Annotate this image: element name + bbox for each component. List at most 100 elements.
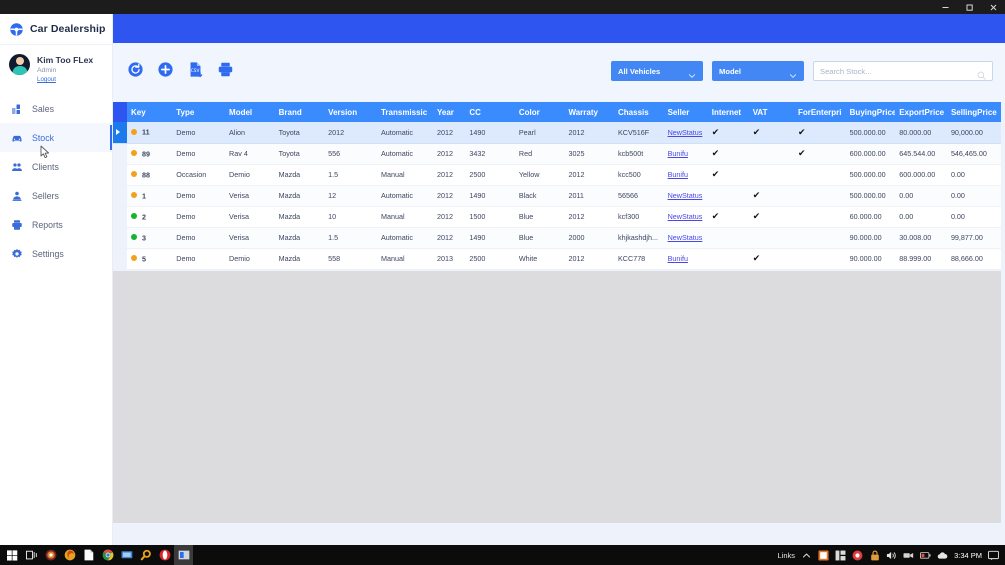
sidebar-item-stock[interactable]: Stock <box>0 123 112 152</box>
vertical-scrollbar[interactable] <box>1001 102 1005 545</box>
column-header-type[interactable]: Type <box>172 102 226 122</box>
cell-internet[interactable]: ✔ <box>707 143 749 165</box>
chevron-up-icon[interactable] <box>801 550 812 561</box>
network-icon[interactable] <box>903 550 914 561</box>
cell-forenterprise[interactable] <box>793 185 846 207</box>
cell-vat[interactable]: ✔ <box>748 206 794 228</box>
cell-internet[interactable] <box>707 248 749 270</box>
cell-vat[interactable]: ✔ <box>748 248 794 270</box>
search-box[interactable] <box>813 61 993 81</box>
seller-link[interactable]: Bunifu <box>667 254 688 263</box>
column-header-model[interactable]: Model <box>225 102 275 122</box>
taskbar-app-opera[interactable] <box>155 545 174 565</box>
seller-link[interactable]: Bunifu <box>667 170 688 179</box>
print-button[interactable] <box>217 61 234 78</box>
seller-link[interactable]: NewStatus <box>667 191 703 200</box>
column-header-forenterprise[interactable]: ForEnterpri <box>793 102 846 122</box>
table-row[interactable]: 88 Occasion Demio Mazda 1.5 Manual 2012 2500 Yel… <box>113 164 1001 186</box>
cell-internet[interactable]: ✔ <box>707 122 749 144</box>
column-header-key[interactable]: Key <box>127 102 173 122</box>
window-close-button[interactable] <box>981 0 1005 14</box>
table-row[interactable]: 1 Demo Verisa Mazda 12 Automatic 2012 1490 Black… <box>113 185 1001 207</box>
cloud-icon[interactable] <box>937 550 948 561</box>
sidebar-item-sellers[interactable]: Sellers <box>0 181 112 210</box>
column-header-year[interactable]: Year <box>433 102 466 122</box>
user-profile[interactable]: Kim Too FLex Admin Logout <box>0 45 112 94</box>
cell-forenterprise[interactable] <box>793 164 846 186</box>
cell-vat[interactable]: ✔ <box>748 185 794 207</box>
column-header-buyingprice[interactable]: BuyingPrice <box>845 102 896 122</box>
logout-link[interactable]: Logout <box>37 76 56 83</box>
seller-link[interactable]: NewStatus <box>667 233 703 242</box>
cell-vat[interactable] <box>748 227 794 249</box>
cell-forenterprise[interactable] <box>793 248 846 270</box>
cell-forenterprise[interactable] <box>793 227 846 249</box>
cell-vat[interactable] <box>748 164 794 186</box>
sidebar-item-settings[interactable]: Settings <box>0 239 112 268</box>
cell-internet[interactable] <box>707 227 749 249</box>
column-header-transmission[interactable]: Transmissic <box>376 102 433 122</box>
grid-app-icon[interactable] <box>835 550 846 561</box>
cell-internet[interactable]: ✔ <box>707 206 749 228</box>
sidebar-item-clients[interactable]: Clients <box>0 152 112 181</box>
action-center-button[interactable] <box>988 550 999 561</box>
row-selector[interactable] <box>113 164 127 186</box>
table-row[interactable]: 3 Demo Verisa Mazda 1.5 Automatic 2012 1490 Blue… <box>113 227 1001 249</box>
cell-vat[interactable]: ✔ <box>748 122 794 144</box>
taskbar-app-active-window[interactable] <box>174 545 193 565</box>
row-selector[interactable] <box>113 206 127 228</box>
taskbar-app-search[interactable] <box>136 545 155 565</box>
column-header-seller[interactable]: Seller <box>663 102 708 122</box>
column-header-chassis[interactable]: Chassis <box>614 102 664 122</box>
cell-internet[interactable]: ✔ <box>707 164 749 186</box>
sidebar-item-sales[interactable]: Sales <box>0 94 112 123</box>
column-header-brand[interactable]: Brand <box>274 102 325 122</box>
cell-vat[interactable] <box>748 143 794 165</box>
row-selector[interactable] <box>113 122 127 144</box>
cell-forenterprise[interactable]: ✔ <box>793 143 846 165</box>
cell-internet[interactable] <box>707 185 749 207</box>
column-header-exportprice[interactable]: ExportPrice <box>895 102 947 122</box>
add-button[interactable] <box>157 61 174 78</box>
model-dropdown[interactable]: Model <box>712 61 804 81</box>
lock-icon[interactable] <box>869 550 880 561</box>
row-selector[interactable] <box>113 143 127 165</box>
column-header-sellingprice[interactable]: SellingPrice <box>946 102 1001 122</box>
column-header-warraty[interactable]: Warraty <box>564 102 615 122</box>
start-button[interactable] <box>3 545 22 565</box>
task-view-button[interactable] <box>22 545 41 565</box>
seller-link[interactable]: NewStatus <box>667 127 703 137</box>
row-selector[interactable] <box>113 227 127 249</box>
all-vehicles-dropdown[interactable]: All Vehicles <box>611 61 703 81</box>
window-maximize-button[interactable] <box>957 0 981 14</box>
row-selector[interactable] <box>113 248 127 270</box>
refresh-button[interactable] <box>127 61 144 78</box>
cell-forenterprise[interactable]: ✔ <box>793 122 846 144</box>
battery-icon[interactable] <box>920 550 931 561</box>
table-row[interactable]: 89 Demo Rav 4 Toyota 556 Automatic 2012 3432 Red… <box>113 143 1001 165</box>
record-icon[interactable] <box>852 550 863 561</box>
column-header-version[interactable]: Version <box>324 102 377 122</box>
seller-link[interactable]: NewStatus <box>667 212 703 221</box>
taskbar-app-document[interactable] <box>79 545 98 565</box>
taskbar-app-chrome[interactable] <box>98 545 117 565</box>
row-selector[interactable] <box>113 185 127 207</box>
volume-icon[interactable] <box>886 550 897 561</box>
column-header-color[interactable]: Color <box>514 102 565 122</box>
column-header-internet[interactable]: Internet <box>707 102 749 122</box>
column-header-cc[interactable]: CC <box>465 102 515 122</box>
table-row[interactable]: 2 Demo Verisa Mazda 10 Manual 2012 1500 Blue 2012… <box>113 206 1001 228</box>
window-minimize-button[interactable] <box>933 0 957 14</box>
table-row[interactable]: 5 Demo Demio Mazda 558 Manual 2013 2500 White 201… <box>113 248 1001 270</box>
column-header-vat[interactable]: VAT <box>748 102 794 122</box>
search-input[interactable] <box>820 66 977 76</box>
export-csv-button[interactable]: CSV <box>187 61 204 78</box>
taskbar-app-remote-desktop[interactable] <box>117 545 136 565</box>
seller-link[interactable]: Bunifu <box>667 149 688 158</box>
sidebar-item-reports[interactable]: Reports <box>0 210 112 239</box>
stock-grid[interactable]: Key Type Model Brand Version Transmissic… <box>113 102 1001 270</box>
taskbar-clock[interactable]: 3:34 PM <box>954 550 982 560</box>
cell-forenterprise[interactable] <box>793 206 846 228</box>
taskbar-app-firefox[interactable] <box>60 545 79 565</box>
taskbar-app-media-player[interactable] <box>41 545 60 565</box>
